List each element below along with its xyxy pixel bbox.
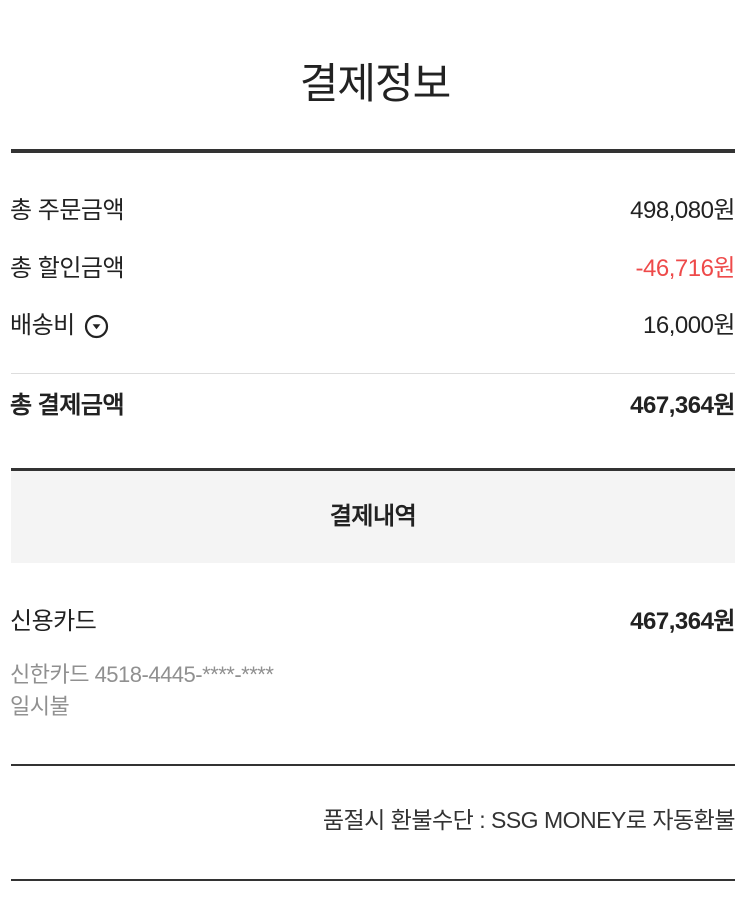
total-payment-value: 467,364원: [630, 392, 735, 419]
shipping-fee-label: 배송비: [10, 311, 109, 341]
discount-amount-row: 총 할인금액 -46,716원: [10, 254, 736, 284]
payment-method-value: 467,364원: [630, 608, 735, 635]
card-number-text: 신한카드 4518-4445-****-****: [10, 662, 274, 687]
history-section-divider: [11, 468, 735, 471]
total-payment-label: 총 결제금액: [10, 392, 125, 419]
subtotal-divider: [11, 373, 735, 374]
order-amount-value: 498,080원: [630, 197, 735, 224]
payment-history-header: 결제내역: [11, 471, 735, 563]
payment-method-label: 신용카드: [10, 608, 97, 635]
discount-amount-value: -46,716원: [635, 255, 736, 282]
total-payment-row: 총 결제금액 467,364원: [10, 391, 735, 421]
installment-text: 일시불: [10, 694, 70, 719]
bottom-divider: [11, 879, 735, 881]
shipping-fee-label-text: 배송비: [10, 312, 75, 339]
circle-arrow-down-icon[interactable]: [84, 314, 109, 339]
shipping-fee-row: 배송비 16,000원: [10, 311, 736, 341]
refund-notice-text: 품절시 환불수단 : SSG MONEY로 자동환불: [322, 807, 736, 833]
refund-section-divider: [11, 764, 735, 766]
top-divider: [11, 149, 735, 153]
discount-amount-label: 총 할인금액: [10, 255, 125, 282]
order-amount-row: 총 주문금액 498,080원: [10, 196, 735, 226]
order-amount-label: 총 주문금액: [10, 197, 125, 224]
page-title: 결제정보: [299, 60, 452, 107]
shipping-fee-value: 16,000원: [643, 312, 736, 339]
payment-method-row: 신용카드 467,364원: [10, 607, 735, 637]
